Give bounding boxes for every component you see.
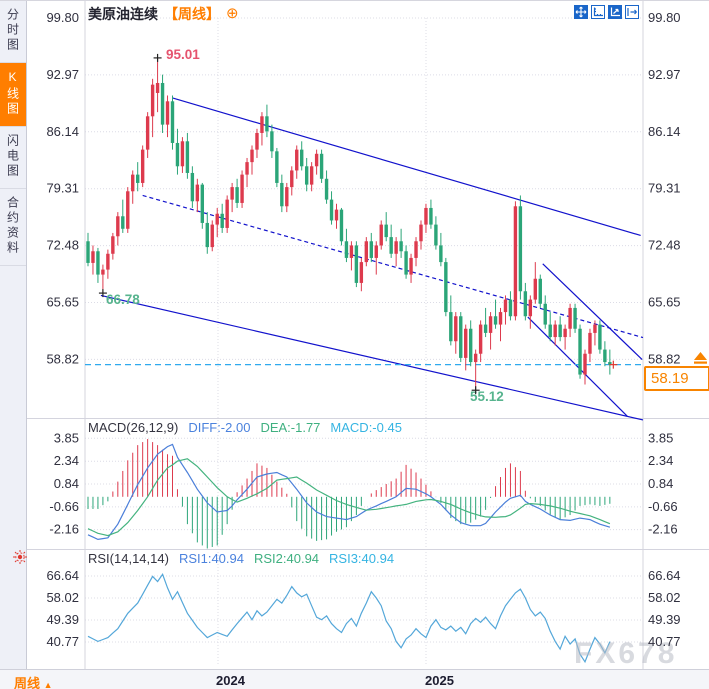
svg-text:58.82: 58.82: [648, 351, 681, 366]
macd-diff-value: DIFF:-2.00: [188, 420, 251, 435]
macd-dea-value: DEA:-1.77: [260, 420, 321, 435]
rsi-header: RSI(14,14,14) RSI1:40.94 RSI2:40.94 RSI3…: [88, 551, 394, 566]
indicator-settings-icon[interactable]: [12, 549, 28, 570]
svg-text:2.34: 2.34: [648, 453, 673, 468]
chevron-up-icon: ▲: [43, 680, 53, 689]
svg-text:65.65: 65.65: [46, 295, 79, 310]
axis-labels: 99.80 99.80 92.97 92.97 86.14 86.14 79.31 79.31…: [46, 10, 680, 649]
chart-toolbar: [574, 5, 639, 19]
svg-text:99.80: 99.80: [648, 10, 681, 25]
svg-text:-2.16: -2.16: [49, 522, 79, 537]
low2-price-label: 55.12: [470, 389, 504, 404]
svg-text:92.97: 92.97: [46, 67, 79, 82]
svg-text:40.77: 40.77: [46, 634, 79, 649]
svg-text:0.84: 0.84: [54, 476, 79, 491]
macd-macd-value: MACD:-0.45: [330, 420, 402, 435]
svg-text:66.64: 66.64: [648, 568, 681, 583]
x-axis-label-2024: 2024: [216, 673, 245, 688]
svg-text:86.14: 86.14: [46, 124, 79, 139]
period-selector[interactable]: 周线 ▲: [14, 676, 53, 689]
svg-text:-2.16: -2.16: [648, 522, 678, 537]
svg-text:79.31: 79.31: [648, 181, 681, 196]
svg-text:2.34: 2.34: [54, 453, 79, 468]
svg-text:65.65: 65.65: [648, 295, 681, 310]
high-price-label: 95.01: [166, 47, 200, 62]
svg-text:92.97: 92.97: [648, 67, 681, 82]
macd-histogram-layer: [87, 439, 611, 549]
svg-text:3.85: 3.85: [54, 430, 79, 445]
time-axis-bar: 周线 ▲ 2024 2025: [0, 669, 709, 689]
svg-text:-0.66: -0.66: [648, 499, 678, 514]
rsi3-value: RSI3:40.94: [329, 551, 395, 566]
svg-text:49.39: 49.39: [46, 612, 79, 627]
sidebar-item-contract-info[interactable]: 合约资料: [0, 189, 26, 266]
svg-text:40.77: 40.77: [648, 634, 681, 649]
grid-layer: [27, 1, 709, 669]
svg-text:86.14: 86.14: [648, 124, 681, 139]
rsi2-value: RSI2:40.94: [253, 551, 320, 566]
symbol-title: 美原油连续: [88, 6, 158, 22]
sidebar-item-timeline-chart[interactable]: 分时图: [0, 1, 26, 63]
add-indicator-icon[interactable]: ⊕: [226, 5, 239, 22]
svg-text:0.84: 0.84: [648, 476, 673, 491]
pan-icon[interactable]: [574, 5, 588, 19]
axis-pointer-icon[interactable]: [608, 5, 622, 19]
watermark: FX678: [574, 637, 677, 669]
marker-layer: [98, 53, 618, 395]
jump-to-latest-icon[interactable]: [693, 352, 708, 370]
rsi-line-layer: [87, 573, 611, 664]
x-axis-label-2025: 2025: [425, 673, 454, 688]
low1-price-label: 66.78: [106, 292, 140, 307]
sidebar-item-candlestick-chart[interactable]: K线图: [0, 63, 26, 127]
svg-text:3.85: 3.85: [648, 430, 673, 445]
svg-text:58.82: 58.82: [46, 351, 79, 366]
svg-text:66.64: 66.64: [46, 568, 79, 583]
watermark-text: FX678: [574, 637, 677, 669]
annotation-labels: 95.01 66.78 55.12: [106, 47, 504, 404]
svg-text:-0.66: -0.66: [49, 499, 79, 514]
period-tag[interactable]: 【周线】: [164, 6, 220, 22]
svg-text:99.80: 99.80: [46, 10, 79, 25]
detach-window-icon[interactable]: [625, 5, 639, 19]
sidebar-item-tick-chart[interactable]: 闪电图: [0, 127, 26, 189]
macd-name[interactable]: MACD(26,12,9): [88, 420, 179, 435]
svg-text:49.39: 49.39: [648, 612, 681, 627]
svg-text:72.48: 72.48: [46, 238, 79, 253]
candlestick-layer: [86, 57, 612, 391]
chart-canvas[interactable]: FX678 99.80 99.80 92.97 92.97 86.14 86.14 79.31…: [0, 1, 709, 669]
chart-title-bar: 美原油连续 【周线】 ⊕: [88, 4, 239, 24]
svg-text:58.02: 58.02: [46, 590, 79, 605]
axis-scale-icon[interactable]: [591, 5, 605, 19]
last-price-box[interactable]: 58.19: [644, 366, 709, 391]
macd-lines-layer: [87, 443, 611, 541]
rsi-name[interactable]: RSI(14,14,14): [88, 551, 169, 566]
macd-header: MACD(26,12,9) DIFF:-2.00 DEA:-1.77 MACD:…: [88, 420, 402, 435]
svg-text:58.02: 58.02: [648, 590, 681, 605]
svg-text:79.31: 79.31: [46, 181, 79, 196]
rsi1-value: RSI1:40.94: [178, 551, 244, 566]
chart-mode-sidebar: 分时图 K线图 闪电图 合约资料: [0, 1, 27, 669]
svg-text:72.48: 72.48: [648, 238, 681, 253]
